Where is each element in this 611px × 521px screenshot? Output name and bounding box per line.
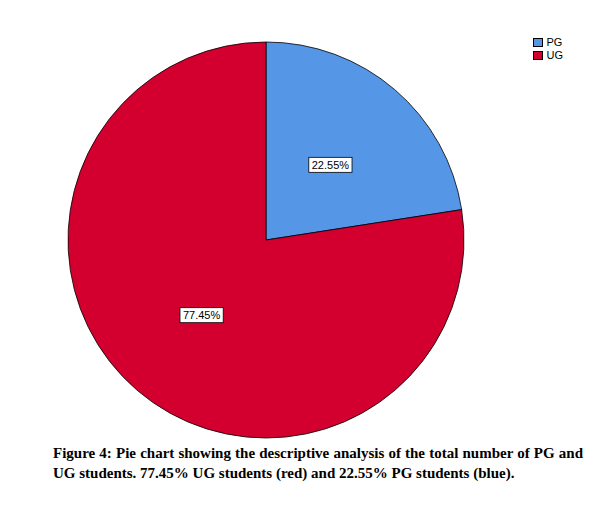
svg-text:77.45%: 77.45%: [183, 309, 221, 321]
html-text:Figure 4: Pie chart showing th: Figure 4: Pie chart showing the descript…: [53, 445, 583, 481]
html-text:PG: PG: [546, 36, 563, 48]
svg-text:22.55%: 22.55%: [312, 159, 350, 171]
html-text:UG: UG: [546, 49, 563, 61]
